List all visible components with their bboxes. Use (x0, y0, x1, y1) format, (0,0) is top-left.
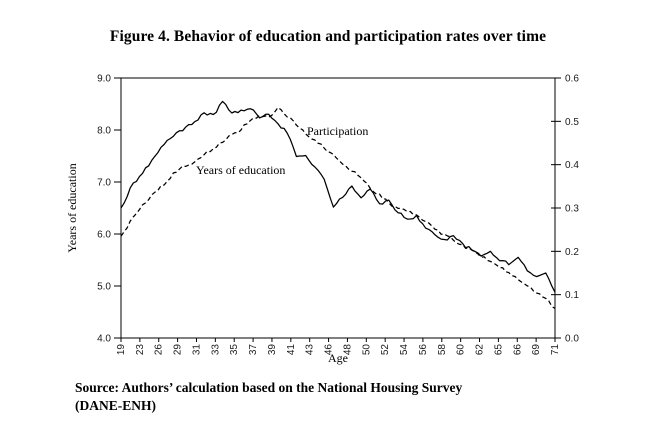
left-tick-label: 9.0 (97, 74, 111, 85)
x-tick-label: 29 (173, 344, 184, 356)
x-tick-label: 37 (248, 344, 259, 356)
source-note-line1: Source: Authors’ calculation based on th… (75, 380, 463, 395)
x-tick-label: 48 (342, 344, 353, 356)
x-tick-label: 23 (135, 344, 146, 356)
x-axis-ticks: 19 23 26 29 31 33 35 37 39 41 43 46 48 50 52 54 56 58 60 62… (116, 338, 561, 355)
figure-title: Figure 4. Behavior of education and part… (109, 28, 547, 45)
x-tick-label: 56 (418, 344, 429, 356)
x-tick-label: 31 (191, 344, 202, 356)
right-tick-label: 0.3 (565, 204, 579, 215)
left-tick-label: 4.0 (97, 334, 111, 345)
right-tick-label: 0.4 (565, 160, 579, 171)
x-tick-label: 52 (380, 344, 391, 356)
left-tick-label: 7.0 (97, 178, 111, 189)
x-axis-title: Age (328, 351, 348, 365)
series-lines (120, 100, 556, 310)
source-note-line2: (DANE-ENH) (75, 398, 156, 413)
education-series-label: Years of education (196, 163, 285, 177)
series-line-participation (120, 106, 556, 310)
right-tick-label: 0.5 (565, 117, 579, 128)
x-tick-label: 60 (456, 344, 467, 356)
plot-area-border (120, 77, 556, 339)
series-line-years-of-education (120, 100, 556, 293)
x-tick-label: 19 (116, 344, 127, 356)
x-tick-label: 41 (286, 344, 297, 356)
y-axis-title: Years of education (65, 163, 79, 252)
right-tick-label: 0.0 (565, 334, 579, 345)
right-tick-label: 0.1 (565, 290, 579, 301)
left-tick-label: 6.0 (97, 230, 111, 241)
left-axis-ticks: 9.0 8.0 7.0 6.0 5.0 4.0 (97, 74, 121, 345)
x-tick-label: 65 (493, 344, 504, 356)
participation-series-label: Participation (307, 124, 368, 138)
x-tick-label: 71 (550, 344, 561, 356)
left-tick-label: 5.0 (97, 282, 111, 293)
right-tick-label: 0.6 (565, 74, 579, 85)
left-tick-label: 8.0 (97, 126, 111, 137)
x-tick-label: 54 (399, 344, 410, 356)
x-tick-label: 58 (437, 344, 448, 356)
source-note: Source: Authors’ calculation based on th… (75, 379, 575, 415)
x-tick-label: 46 (324, 344, 335, 356)
x-tick-label: 43 (305, 344, 316, 356)
right-axis-ticks: 0.6 0.5 0.4 0.3 0.2 0.1 0.0 (551, 74, 579, 345)
x-tick-label: 50 (361, 344, 372, 356)
x-tick-label: 26 (154, 344, 165, 356)
x-tick-label: 62 (475, 344, 486, 356)
x-tick-label: 33 (210, 344, 221, 356)
x-tick-label: 35 (229, 344, 240, 356)
x-tick-label: 69 (531, 344, 542, 356)
right-tick-label: 0.2 (565, 247, 579, 258)
x-tick-label: 39 (267, 344, 278, 356)
x-tick-label: 66 (512, 344, 523, 356)
